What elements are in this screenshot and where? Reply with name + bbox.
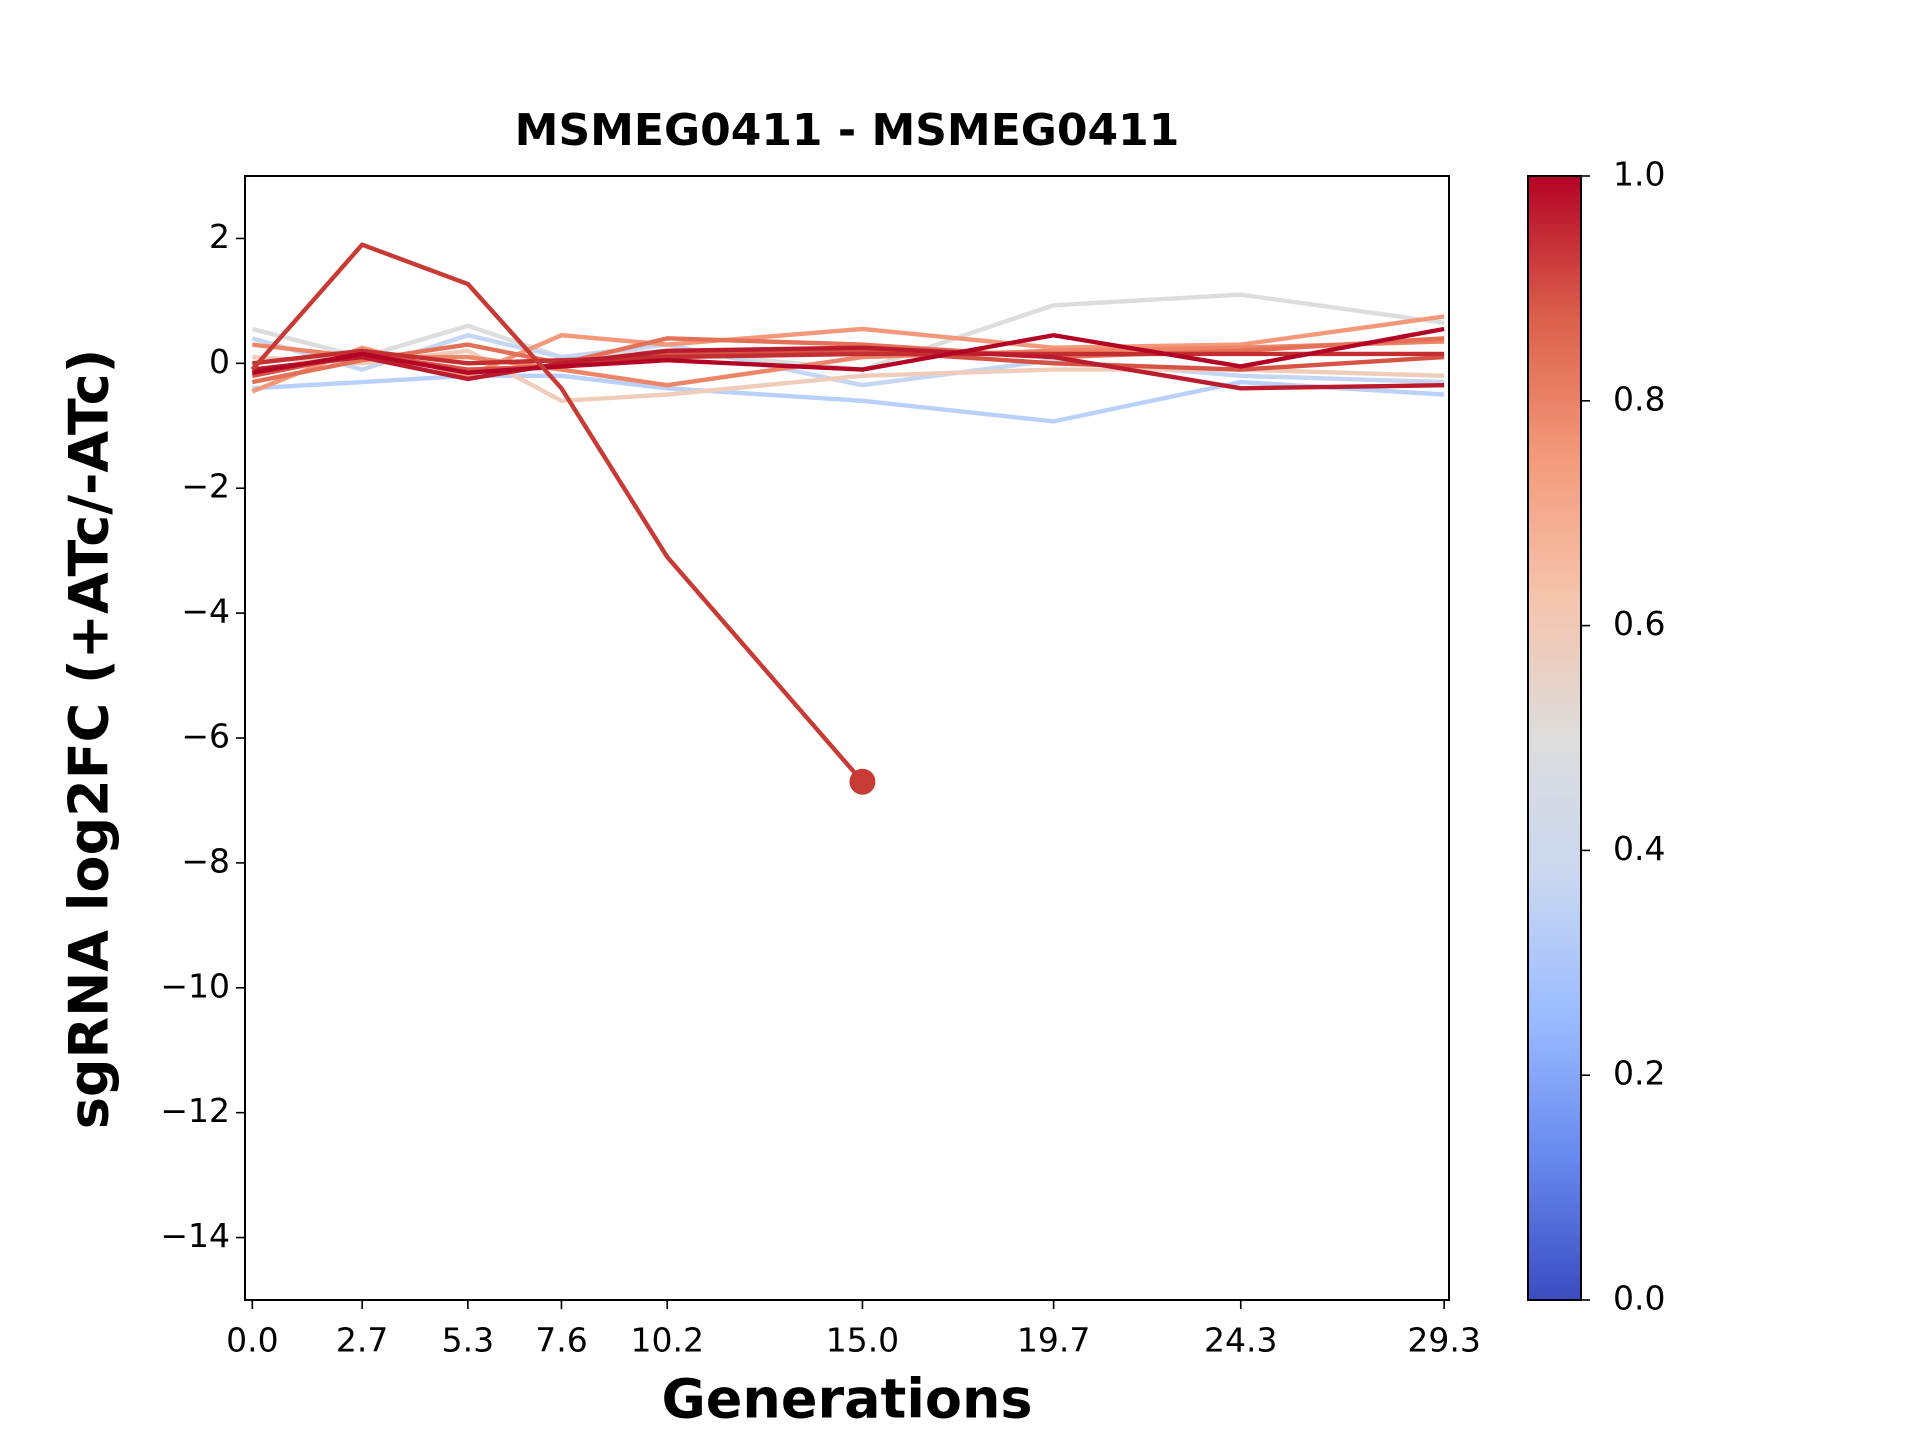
y-tick-label: −4 bbox=[181, 592, 230, 631]
x-tick-label: 24.3 bbox=[1204, 1321, 1277, 1360]
colorbar-tick-label: 0.6 bbox=[1613, 604, 1665, 643]
y-tick-label: −10 bbox=[160, 966, 230, 1005]
plot-frame bbox=[244, 175, 1450, 1301]
colorbar-tick-label: 0.8 bbox=[1613, 379, 1665, 418]
series-line bbox=[252, 373, 1445, 424]
x-tick-label: 10.2 bbox=[630, 1321, 703, 1360]
series-line bbox=[250, 242, 865, 784]
colorbar-tick-label: 0.4 bbox=[1613, 829, 1665, 868]
colorbar-tick-label: 1.0 bbox=[1613, 155, 1665, 194]
series-line bbox=[251, 326, 1445, 375]
x-tick-label: 5.3 bbox=[442, 1321, 494, 1360]
end-marker bbox=[849, 768, 876, 795]
y-tick-label: −6 bbox=[181, 717, 230, 756]
y-tick-label: −8 bbox=[181, 841, 230, 880]
y-tick-label: 2 bbox=[209, 217, 230, 256]
x-tick-label: 15.0 bbox=[826, 1321, 899, 1360]
y-tick-label: −14 bbox=[160, 1216, 230, 1255]
colorbar bbox=[1527, 175, 1582, 1301]
colorbar-tick-label: 0.2 bbox=[1613, 1054, 1665, 1093]
chart-title: MSMEG0411 - MSMEG0411 bbox=[515, 105, 1180, 156]
y-tick-label: 0 bbox=[209, 342, 230, 381]
colorbar-tick-label: 0.0 bbox=[1613, 1279, 1665, 1318]
x-tick-label: 29.3 bbox=[1407, 1321, 1480, 1360]
y-axis-label: sgRNA log2FC (+ATc/-ATc) bbox=[58, 349, 121, 1130]
y-tick-label: −2 bbox=[181, 467, 230, 506]
x-tick-label: 7.6 bbox=[535, 1321, 587, 1360]
y-tick-label: −12 bbox=[160, 1091, 230, 1130]
x-axis-label: Generations bbox=[661, 1368, 1032, 1431]
x-tick-label: 2.7 bbox=[336, 1321, 388, 1360]
x-tick-label: 19.7 bbox=[1017, 1321, 1090, 1360]
x-tick-label: 0.0 bbox=[226, 1321, 278, 1360]
series-line bbox=[252, 345, 1445, 391]
